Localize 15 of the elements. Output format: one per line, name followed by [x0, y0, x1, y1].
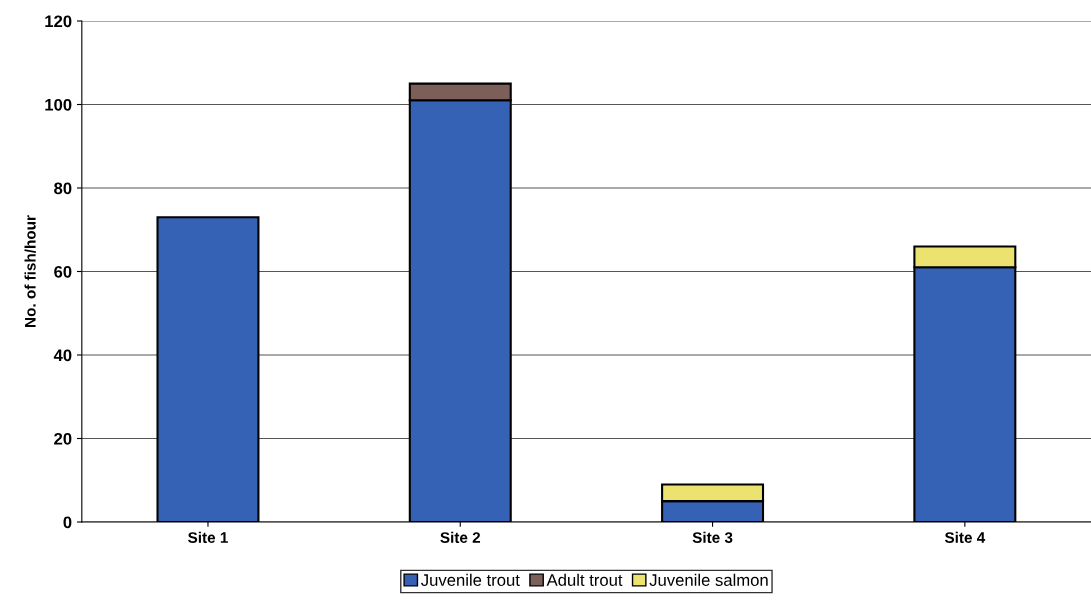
- y-tick-label: 80: [54, 182, 72, 195]
- legend-label: Juvenile salmon: [649, 573, 768, 586]
- x-tick-label: Site 2: [440, 531, 481, 543]
- legend-label: Adult trout: [546, 573, 623, 586]
- x-tick-label: Site 3: [692, 531, 733, 543]
- y-tick-label: 20: [54, 432, 72, 445]
- y-tick-label: 0: [63, 516, 72, 529]
- x-tick-label: Site 1: [188, 531, 228, 543]
- y-tick-label: 100: [45, 98, 72, 111]
- y-axis-title: No. of fish/hour: [24, 215, 36, 327]
- y-tick-label: 120: [45, 15, 72, 28]
- x-tick-label: Site 4: [944, 531, 986, 543]
- y-tick-label: 40: [53, 349, 72, 362]
- y-tick-label: 60: [54, 265, 72, 278]
- legend-label: Juvenile trout: [421, 573, 520, 586]
